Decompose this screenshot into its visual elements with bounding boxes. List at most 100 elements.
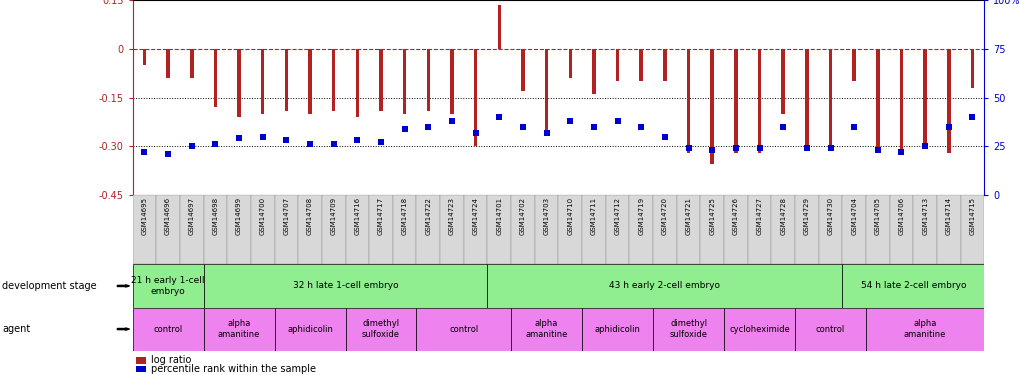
Bar (852, 49, 855, 81)
Bar (639, 49, 642, 81)
Text: GSM14725: GSM14725 (708, 197, 714, 235)
Point (230, 135, 247, 141)
Bar (582, 308, 652, 351)
Text: 32 h late 1-cell embryo: 32 h late 1-cell embryo (292, 281, 398, 290)
Bar (757, 49, 760, 153)
Text: GSM14722: GSM14722 (425, 197, 431, 235)
Bar (710, 49, 713, 164)
Bar (132, 195, 156, 264)
Bar (652, 195, 676, 264)
Bar (487, 195, 511, 264)
Text: GSM14701: GSM14701 (496, 197, 501, 235)
Text: dimethyl
sulfoxide: dimethyl sulfoxide (362, 320, 399, 339)
Point (869, 147, 886, 153)
Bar (487, 264, 842, 308)
Point (585, 124, 601, 130)
Point (561, 118, 578, 124)
Bar (865, 195, 889, 264)
Bar (298, 195, 322, 264)
Point (727, 145, 743, 151)
Point (467, 130, 483, 136)
Bar (345, 308, 416, 351)
Text: GSM14697: GSM14697 (189, 197, 195, 235)
Bar (497, 5, 500, 49)
Point (515, 124, 531, 130)
Bar (582, 195, 605, 264)
Bar (534, 195, 558, 264)
Bar (770, 195, 794, 264)
Bar (331, 49, 335, 111)
Bar (889, 195, 912, 264)
Text: GSM14712: GSM14712 (614, 197, 620, 235)
Bar (922, 49, 926, 146)
Bar (662, 49, 666, 81)
Bar (960, 195, 983, 264)
Text: GSM14723: GSM14723 (448, 197, 454, 235)
Text: 43 h early 2-cell embryo: 43 h early 2-cell embryo (608, 281, 719, 290)
Bar (781, 49, 785, 114)
Text: GSM14699: GSM14699 (235, 197, 242, 235)
Bar (132, 264, 204, 308)
Point (774, 124, 791, 130)
Text: GSM14728: GSM14728 (780, 197, 786, 235)
Text: GSM14721: GSM14721 (685, 197, 691, 235)
Bar (251, 195, 274, 264)
Point (137, 149, 153, 155)
Bar (474, 49, 477, 146)
Text: control: control (815, 324, 845, 334)
Text: GSM14730: GSM14730 (826, 197, 833, 235)
Bar (237, 49, 240, 117)
Bar (449, 49, 453, 114)
Point (348, 137, 365, 143)
Bar (132, 308, 204, 351)
Point (396, 126, 413, 132)
Point (373, 140, 389, 146)
Text: GSM14710: GSM14710 (567, 197, 573, 235)
Bar (356, 49, 359, 117)
Bar (227, 195, 251, 264)
Text: alpha
amanitine: alpha amanitine (525, 320, 568, 339)
Bar (842, 195, 865, 264)
Bar (700, 195, 723, 264)
Point (255, 134, 271, 140)
Text: GSM14715: GSM14715 (968, 197, 974, 235)
Text: GSM14695: GSM14695 (142, 197, 148, 235)
Bar (592, 49, 595, 94)
Text: GSM14724: GSM14724 (472, 197, 478, 235)
Bar (842, 264, 983, 308)
Bar (156, 195, 179, 264)
Bar (464, 195, 487, 264)
Bar (912, 195, 936, 264)
Bar (166, 49, 170, 78)
Text: GSM14727: GSM14727 (756, 197, 762, 235)
Point (207, 141, 223, 147)
Text: GSM14717: GSM14717 (378, 197, 383, 235)
Bar (204, 264, 487, 308)
Bar (403, 49, 406, 114)
Point (538, 130, 554, 136)
Text: GSM14702: GSM14702 (520, 197, 526, 235)
Text: 54 h late 2-cell embryo: 54 h late 2-cell embryo (860, 281, 965, 290)
Text: GSM14714: GSM14714 (945, 197, 951, 235)
Point (443, 118, 460, 124)
Text: GSM14718: GSM14718 (401, 197, 408, 235)
Point (751, 145, 767, 151)
Bar (345, 195, 369, 264)
Bar (629, 195, 652, 264)
Bar (213, 49, 217, 107)
Text: agent: agent (2, 324, 31, 334)
Bar (369, 195, 392, 264)
Point (940, 124, 956, 130)
Bar (865, 308, 983, 351)
Bar (511, 195, 534, 264)
Point (325, 141, 341, 147)
Point (893, 149, 909, 155)
Text: control: control (153, 324, 182, 334)
Text: aphidicolin: aphidicolin (594, 324, 640, 334)
Point (656, 134, 673, 140)
Text: GSM14720: GSM14720 (661, 197, 667, 235)
Text: GSM14719: GSM14719 (638, 197, 644, 235)
Text: GSM14716: GSM14716 (354, 197, 360, 235)
Bar (723, 195, 747, 264)
Bar (511, 308, 582, 351)
